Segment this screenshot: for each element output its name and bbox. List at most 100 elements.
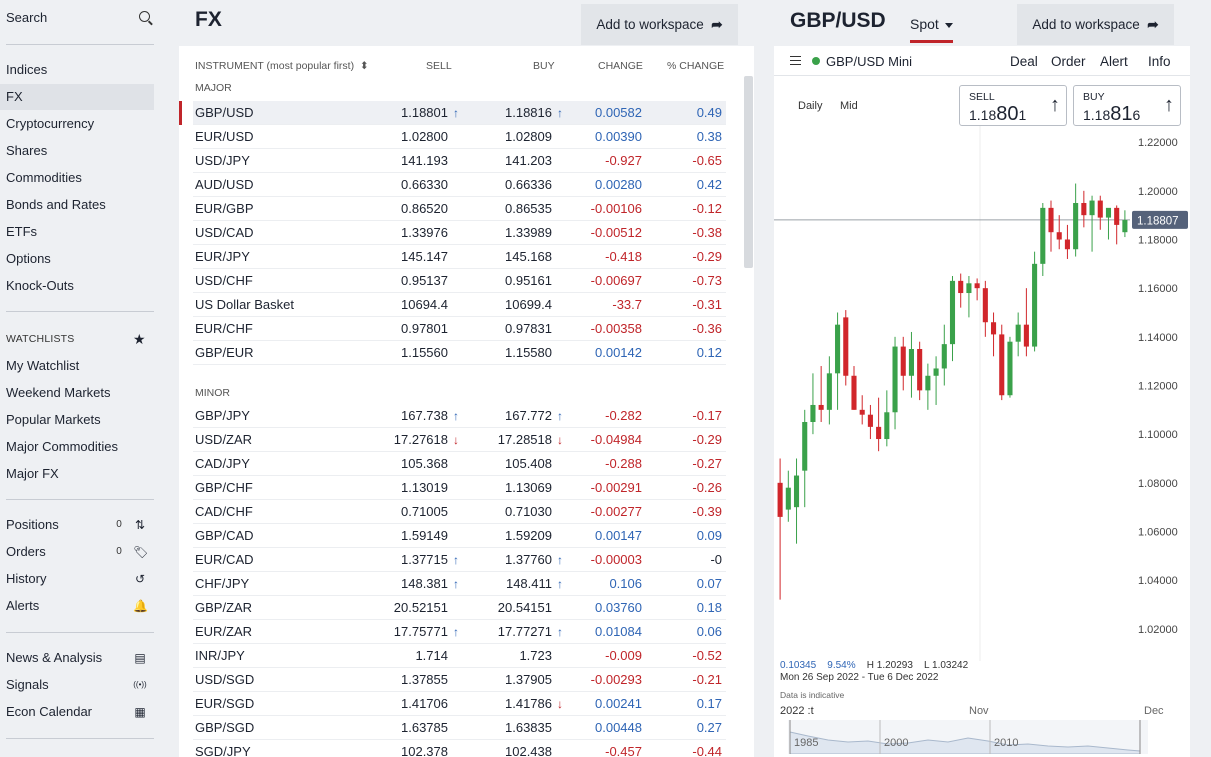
table-row[interactable]: CAD/CHF 0.71005 0.71030 -0.00277 -0.39 [193, 500, 726, 524]
table-row[interactable]: EUR/SGD 1.41706 1.41786 0.00241 0.17 ↓ [193, 692, 726, 716]
buy-price[interactable]: 0.66336 [505, 177, 552, 192]
sell-price[interactable]: 0.97801 [401, 321, 448, 336]
table-row[interactable]: USD/ZAR 17.27618 17.28518 -0.04984 -0.29 ↓ ↓ [193, 428, 726, 452]
sell-price[interactable]: 1.13019 [401, 480, 448, 495]
sidebar-item-econ-calendar[interactable]: Econ Calendar [6, 704, 92, 719]
add-to-workspace-button-detail[interactable]: Add to workspace ➦ [1017, 4, 1174, 45]
sell-price[interactable]: 0.71005 [401, 504, 448, 519]
sidebar-item-indices[interactable]: Indices [6, 62, 48, 77]
order-button[interactable]: Order [1051, 54, 1086, 69]
buy-price[interactable]: 141.203 [505, 153, 552, 168]
sell-price[interactable]: 1.59149 [401, 528, 448, 543]
alert-button[interactable]: Alert [1100, 54, 1128, 69]
spot-dropdown[interactable]: Spot [910, 16, 953, 43]
buy-price[interactable]: 148.411 [505, 576, 552, 591]
sell-price[interactable]: 1.15560 [401, 345, 448, 360]
timeframe-daily[interactable]: Daily [798, 100, 823, 112]
table-row[interactable]: CHF/JPY 148.381 148.411 0.106 0.07 ↑ ↑ [193, 572, 726, 596]
sidebar-item-news-analysis[interactable]: News & Analysis [6, 650, 103, 665]
watchlist-item[interactable]: Major FX [6, 466, 59, 481]
buy-price[interactable]: 102.438 [505, 744, 552, 757]
buy-price[interactable]: 105.408 [505, 456, 552, 471]
table-row[interactable]: EUR/CHF 0.97801 0.97831 -0.00358 -0.36 [193, 317, 726, 341]
sell-price[interactable]: 10694.4 [401, 297, 448, 312]
deal-button[interactable]: Deal [1010, 54, 1038, 69]
menu-icon[interactable] [790, 56, 801, 65]
buy-price[interactable]: 1.41786 [505, 696, 552, 711]
sell-price-button[interactable]: SELL 1.18801 ↑ [959, 85, 1067, 126]
sidebar-item-knock-outs[interactable]: Knock-Outs [6, 278, 74, 293]
buy-price[interactable]: 1.13069 [505, 480, 552, 495]
price-type-mid[interactable]: Mid [840, 100, 858, 112]
column-header-pct-change[interactable]: % CHANGE [667, 60, 725, 72]
table-row[interactable]: GBP/JPY 167.738 167.772 -0.282 -0.17 ↑ ↑ [193, 404, 726, 428]
sell-price[interactable]: 1.63785 [401, 720, 448, 735]
history-navigator[interactable]: 1985 2000 2010 [788, 720, 1148, 754]
table-row[interactable]: INR/JPY 1.714 1.723 -0.009 -0.52 [193, 644, 726, 668]
table-row[interactable]: GBP/USD 1.18801 1.18816 0.00582 0.49 ↑ ↑ [179, 101, 726, 125]
table-row[interactable]: SGD/JPY 102.378 102.438 -0.457 -0.44 [193, 740, 726, 757]
table-row[interactable]: CAD/JPY 105.368 105.408 -0.288 -0.27 [193, 452, 726, 476]
sell-price[interactable]: 1.33976 [401, 225, 448, 240]
buy-price[interactable]: 1.33989 [505, 225, 552, 240]
buy-price[interactable]: 17.28518 [497, 432, 552, 447]
table-row[interactable]: USD/SGD 1.37855 1.37905 -0.00293 -0.21 [193, 668, 726, 692]
buy-price[interactable]: 1.15580 [505, 345, 552, 360]
sidebar-item-etfs[interactable]: ETFs [6, 224, 38, 239]
sidebar-item-cryptocurrency[interactable]: Cryptocurrency [6, 116, 95, 131]
table-row[interactable]: GBP/CHF 1.13019 1.13069 -0.00291 -0.26 [193, 476, 726, 500]
table-row[interactable]: EUR/ZAR 17.75771 17.77271 0.01084 0.06 ↑ ↑ [193, 620, 726, 644]
sidebar-item-commodities[interactable]: Commodities [6, 170, 82, 185]
star-icon[interactable]: ★ [133, 331, 146, 347]
buy-price-button[interactable]: BUY 1.18816 ↑ [1073, 85, 1181, 126]
sidebar-item-fx[interactable]: FX [0, 84, 154, 110]
buy-price[interactable]: 167.772 [505, 408, 552, 423]
sell-price[interactable]: 17.75771 [393, 624, 448, 639]
sidebar-item-shares[interactable]: Shares [6, 143, 48, 158]
sell-price[interactable]: 1.18801 [401, 105, 448, 120]
table-row[interactable]: EUR/CAD 1.37715 1.37760 -0.00003 -0 ↑ ↑ [193, 548, 726, 572]
column-header-sell[interactable]: SELL [426, 60, 452, 72]
buy-price[interactable]: 1.59209 [505, 528, 552, 543]
buy-price[interactable]: 1.02809 [505, 129, 552, 144]
scrollbar[interactable] [744, 76, 753, 268]
sidebar-item-history[interactable]: History [6, 571, 47, 586]
sidebar-item-positions[interactable]: Positions [6, 517, 59, 532]
watchlist-item[interactable]: Popular Markets [6, 412, 101, 427]
table-row[interactable]: AUD/USD 0.66330 0.66336 0.00280 0.42 [193, 173, 726, 197]
sidebar-item-alerts[interactable]: Alerts [6, 598, 40, 613]
buy-price[interactable]: 1.37760 [505, 552, 552, 567]
watchlist-item[interactable]: My Watchlist [6, 358, 80, 373]
column-header-buy[interactable]: BUY [533, 60, 555, 72]
sell-price[interactable]: 1.02800 [401, 129, 448, 144]
search-button[interactable]: Search [6, 10, 154, 28]
table-row[interactable]: GBP/CAD 1.59149 1.59209 0.00147 0.09 [193, 524, 726, 548]
table-row[interactable]: EUR/GBP 0.86520 0.86535 -0.00106 -0.12 [193, 197, 726, 221]
column-header-instrument[interactable]: INSTRUMENT (most popular first) ⬍ [195, 60, 369, 72]
sell-price[interactable]: 1.37715 [401, 552, 448, 567]
buy-price[interactable]: 0.71030 [505, 504, 552, 519]
sell-price[interactable]: 145.147 [401, 249, 448, 264]
sell-price[interactable]: 20.52151 [393, 600, 448, 615]
table-row[interactable]: USD/CHF 0.95137 0.95161 -0.00697 -0.73 [193, 269, 726, 293]
table-row[interactable]: USD/CAD 1.33976 1.33989 -0.00512 -0.38 [193, 221, 726, 245]
watchlist-item[interactable]: Weekend Markets [6, 385, 111, 400]
price-chart[interactable]: 1.22000 1.20000 1.18000 1.16000 1.14000 1.120… [774, 121, 1190, 721]
sell-price[interactable]: 0.66330 [401, 177, 448, 192]
sidebar-item-signals[interactable]: Signals [6, 677, 49, 692]
buy-price[interactable]: 0.86535 [505, 201, 552, 216]
sell-price[interactable]: 167.738 [401, 408, 448, 423]
buy-price[interactable]: 17.77271 [497, 624, 552, 639]
column-header-change[interactable]: CHANGE [598, 60, 643, 72]
buy-price[interactable]: 0.95161 [505, 273, 552, 288]
sidebar-item-options[interactable]: Options [6, 251, 51, 266]
sell-price[interactable]: 148.381 [401, 576, 448, 591]
sell-price[interactable]: 0.95137 [401, 273, 448, 288]
buy-price[interactable]: 145.168 [505, 249, 552, 264]
sell-price[interactable]: 1.37855 [401, 672, 448, 687]
sell-price[interactable]: 17.27618 [393, 432, 448, 447]
buy-price[interactable]: 1.18816 [505, 105, 552, 120]
sell-price[interactable]: 141.193 [401, 153, 448, 168]
sell-price[interactable]: 105.368 [401, 456, 448, 471]
buy-price[interactable]: 1.37905 [505, 672, 552, 687]
